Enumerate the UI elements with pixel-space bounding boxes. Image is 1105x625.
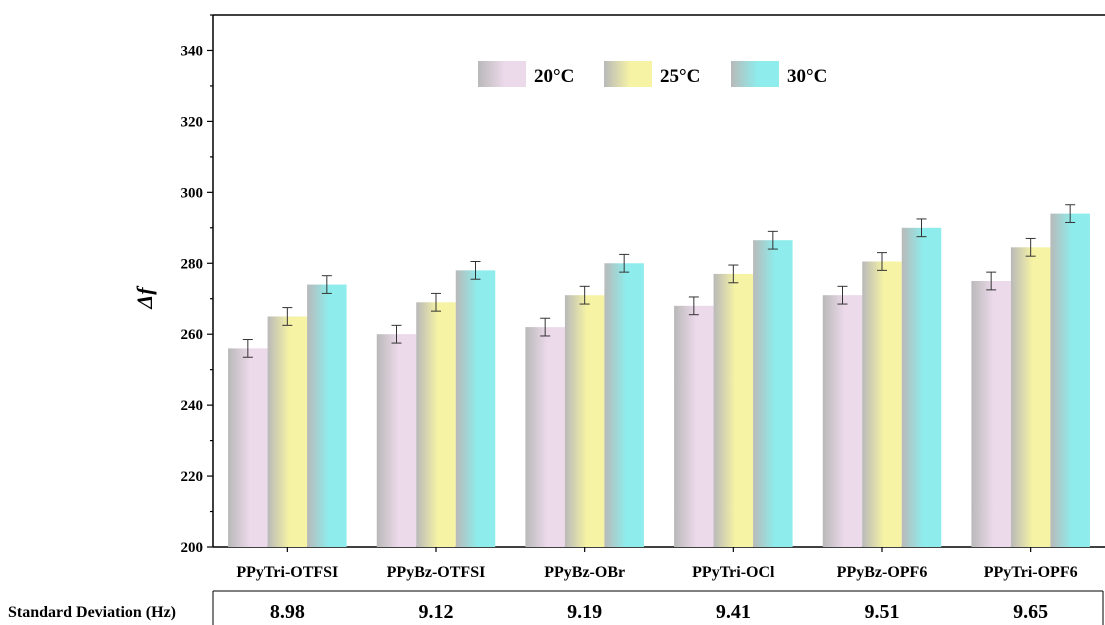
y-tick-label: 300 xyxy=(181,185,204,201)
legend-label: 25°C xyxy=(660,66,700,87)
sd-value: 8.98 xyxy=(270,601,305,623)
bar xyxy=(753,240,793,548)
bar xyxy=(455,270,496,547)
y-axis-label: Δf xyxy=(132,285,157,310)
bar xyxy=(267,316,308,547)
bar xyxy=(971,281,1011,547)
bar xyxy=(604,263,644,547)
y-tick-label: 240 xyxy=(181,398,204,414)
sd-table: Standard Deviation (Hz) 8.98 9.12 9.19 9.41 9… xyxy=(8,590,1104,625)
legend-swatch xyxy=(478,61,526,87)
category-label: PPyBz-OTFSI xyxy=(387,564,486,581)
bar xyxy=(228,348,268,547)
category-label: PPyBz-OBr xyxy=(544,564,625,581)
bar xyxy=(862,261,902,547)
bar xyxy=(525,327,565,547)
legend-label: 30°C xyxy=(787,66,827,87)
bar xyxy=(416,302,456,547)
legend-label: 20°C xyxy=(534,66,574,87)
bar xyxy=(1050,213,1090,547)
bar xyxy=(564,295,605,547)
category-label: PPyTri-OPF6 xyxy=(984,564,1078,581)
axes xyxy=(207,14,1105,552)
legend-swatch xyxy=(731,61,779,87)
category-label: PPyTri-OTFSI xyxy=(236,564,338,581)
legend-swatch xyxy=(604,61,652,87)
y-tick-label: 340 xyxy=(181,43,204,59)
bar xyxy=(1010,247,1051,547)
category-label: PPyBz-OPF6 xyxy=(837,564,928,581)
sd-value: 9.12 xyxy=(419,601,454,623)
y-tick-label: 260 xyxy=(181,327,204,343)
y-tick-label: 320 xyxy=(181,114,204,130)
sd-value: 9.41 xyxy=(716,601,751,623)
bar xyxy=(713,273,754,547)
y-tick-label: 280 xyxy=(181,256,204,272)
labels: 200 220 240 260 280 300 320 340 Δf PPyTri-OTFSI PP… xyxy=(132,43,1078,581)
bar xyxy=(822,295,863,547)
legend: 20°C 25°C 30°C xyxy=(478,61,827,87)
y-tick-label: 220 xyxy=(181,469,204,485)
sd-value: 9.19 xyxy=(567,601,602,623)
bars xyxy=(228,204,1090,548)
sd-row-label: Standard Deviation (Hz) xyxy=(8,604,176,621)
sd-value: 9.65 xyxy=(1013,601,1048,623)
y-tick-label: 200 xyxy=(181,540,204,556)
sd-value: 9.51 xyxy=(865,601,900,623)
bar xyxy=(376,334,417,547)
bar xyxy=(901,227,942,548)
bar xyxy=(674,305,714,547)
bar xyxy=(307,284,347,547)
category-label: PPyTri-OCl xyxy=(692,564,775,581)
